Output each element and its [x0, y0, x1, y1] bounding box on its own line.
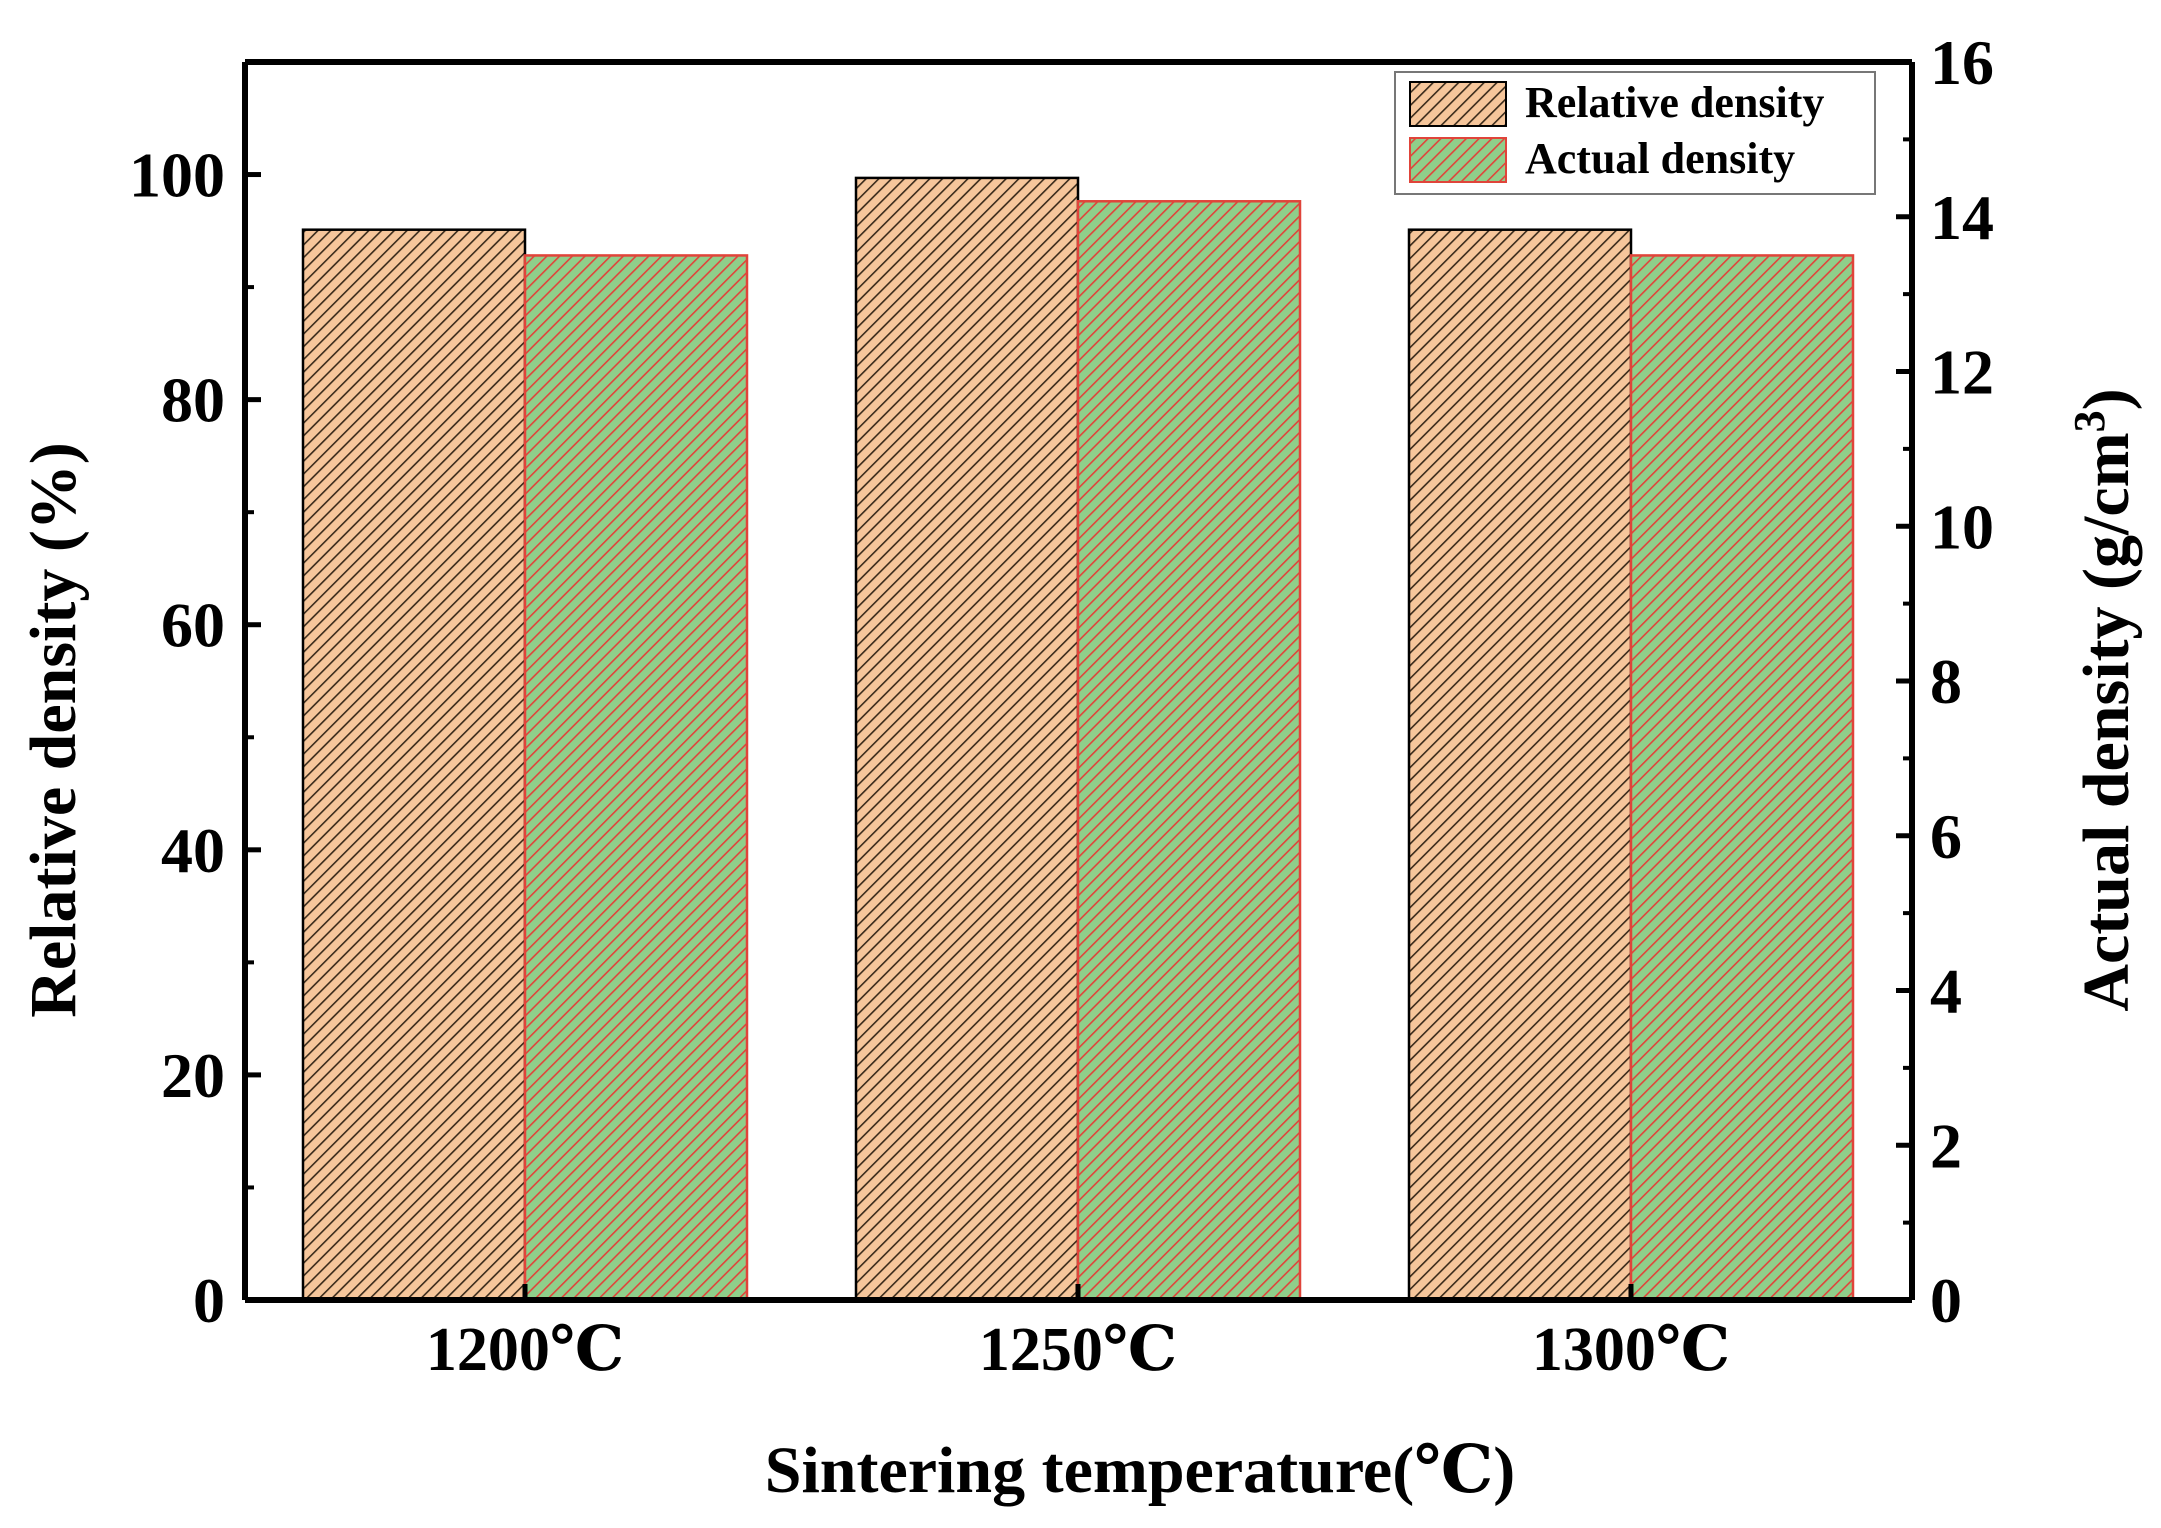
- legend: Relative density Actual density: [1394, 71, 1876, 195]
- bar-relative-density: [301, 228, 527, 1302]
- bars-group: [301, 176, 1855, 1302]
- right-y-tick-label: 12: [1930, 337, 1994, 408]
- legend-swatch: [1409, 137, 1507, 183]
- legend-label: Actual density: [1525, 134, 1795, 183]
- left-y-tick-label: 100: [129, 140, 225, 211]
- right-y-axis-title-main: Actual density (g/cm: [2070, 432, 2143, 1011]
- legend-swatch: [1409, 81, 1507, 127]
- right-y-axis-title: Actual density (g/cm3): [2065, 388, 2144, 1011]
- bar-relative-density: [1407, 228, 1633, 1302]
- legend-label: Relative density: [1525, 78, 1824, 127]
- x-axis-title: Sintering temperature(℃): [765, 1434, 1516, 1507]
- right-y-tick-label: 14: [1930, 182, 1994, 253]
- x-tick-label: 1300℃: [1532, 1316, 1730, 1384]
- right-y-tick-label: 2: [1930, 1110, 1962, 1181]
- bar-relative-density: [854, 176, 1080, 1302]
- right-y-tick-label: 10: [1930, 491, 1994, 562]
- bar-actual-density: [1629, 254, 1855, 1302]
- right-y-tick-label: 8: [1930, 646, 1962, 717]
- right-y-tick-label: 0: [1930, 1265, 1962, 1336]
- bar-actual-density: [1076, 200, 1302, 1302]
- left-y-tick-label: 80: [161, 365, 225, 436]
- left-y-axis-title: Relative density (%): [17, 442, 90, 1018]
- ticks-group: 0 20 40 60 80 100 0 2 4 6 8 10 12 14 16 1200℃ 1250℃ 1300℃: [129, 27, 1994, 1384]
- left-y-tick-label: 20: [161, 1040, 225, 1111]
- left-y-tick-label: 0: [193, 1265, 225, 1336]
- right-y-tick-label: 4: [1930, 956, 1962, 1027]
- x-tick-label: 1200℃: [426, 1316, 624, 1384]
- right-y-axis-title-close: ): [2070, 388, 2143, 410]
- left-y-tick-label: 60: [161, 590, 225, 661]
- right-y-axis-title-superscript: 3: [2065, 410, 2114, 432]
- right-y-tick-label: 16: [1930, 27, 1994, 98]
- x-tick-label: 1250℃: [979, 1316, 1177, 1384]
- bar-actual-density: [523, 254, 749, 1302]
- right-y-tick-label: 6: [1930, 801, 1962, 872]
- left-y-tick-label: 40: [161, 815, 225, 886]
